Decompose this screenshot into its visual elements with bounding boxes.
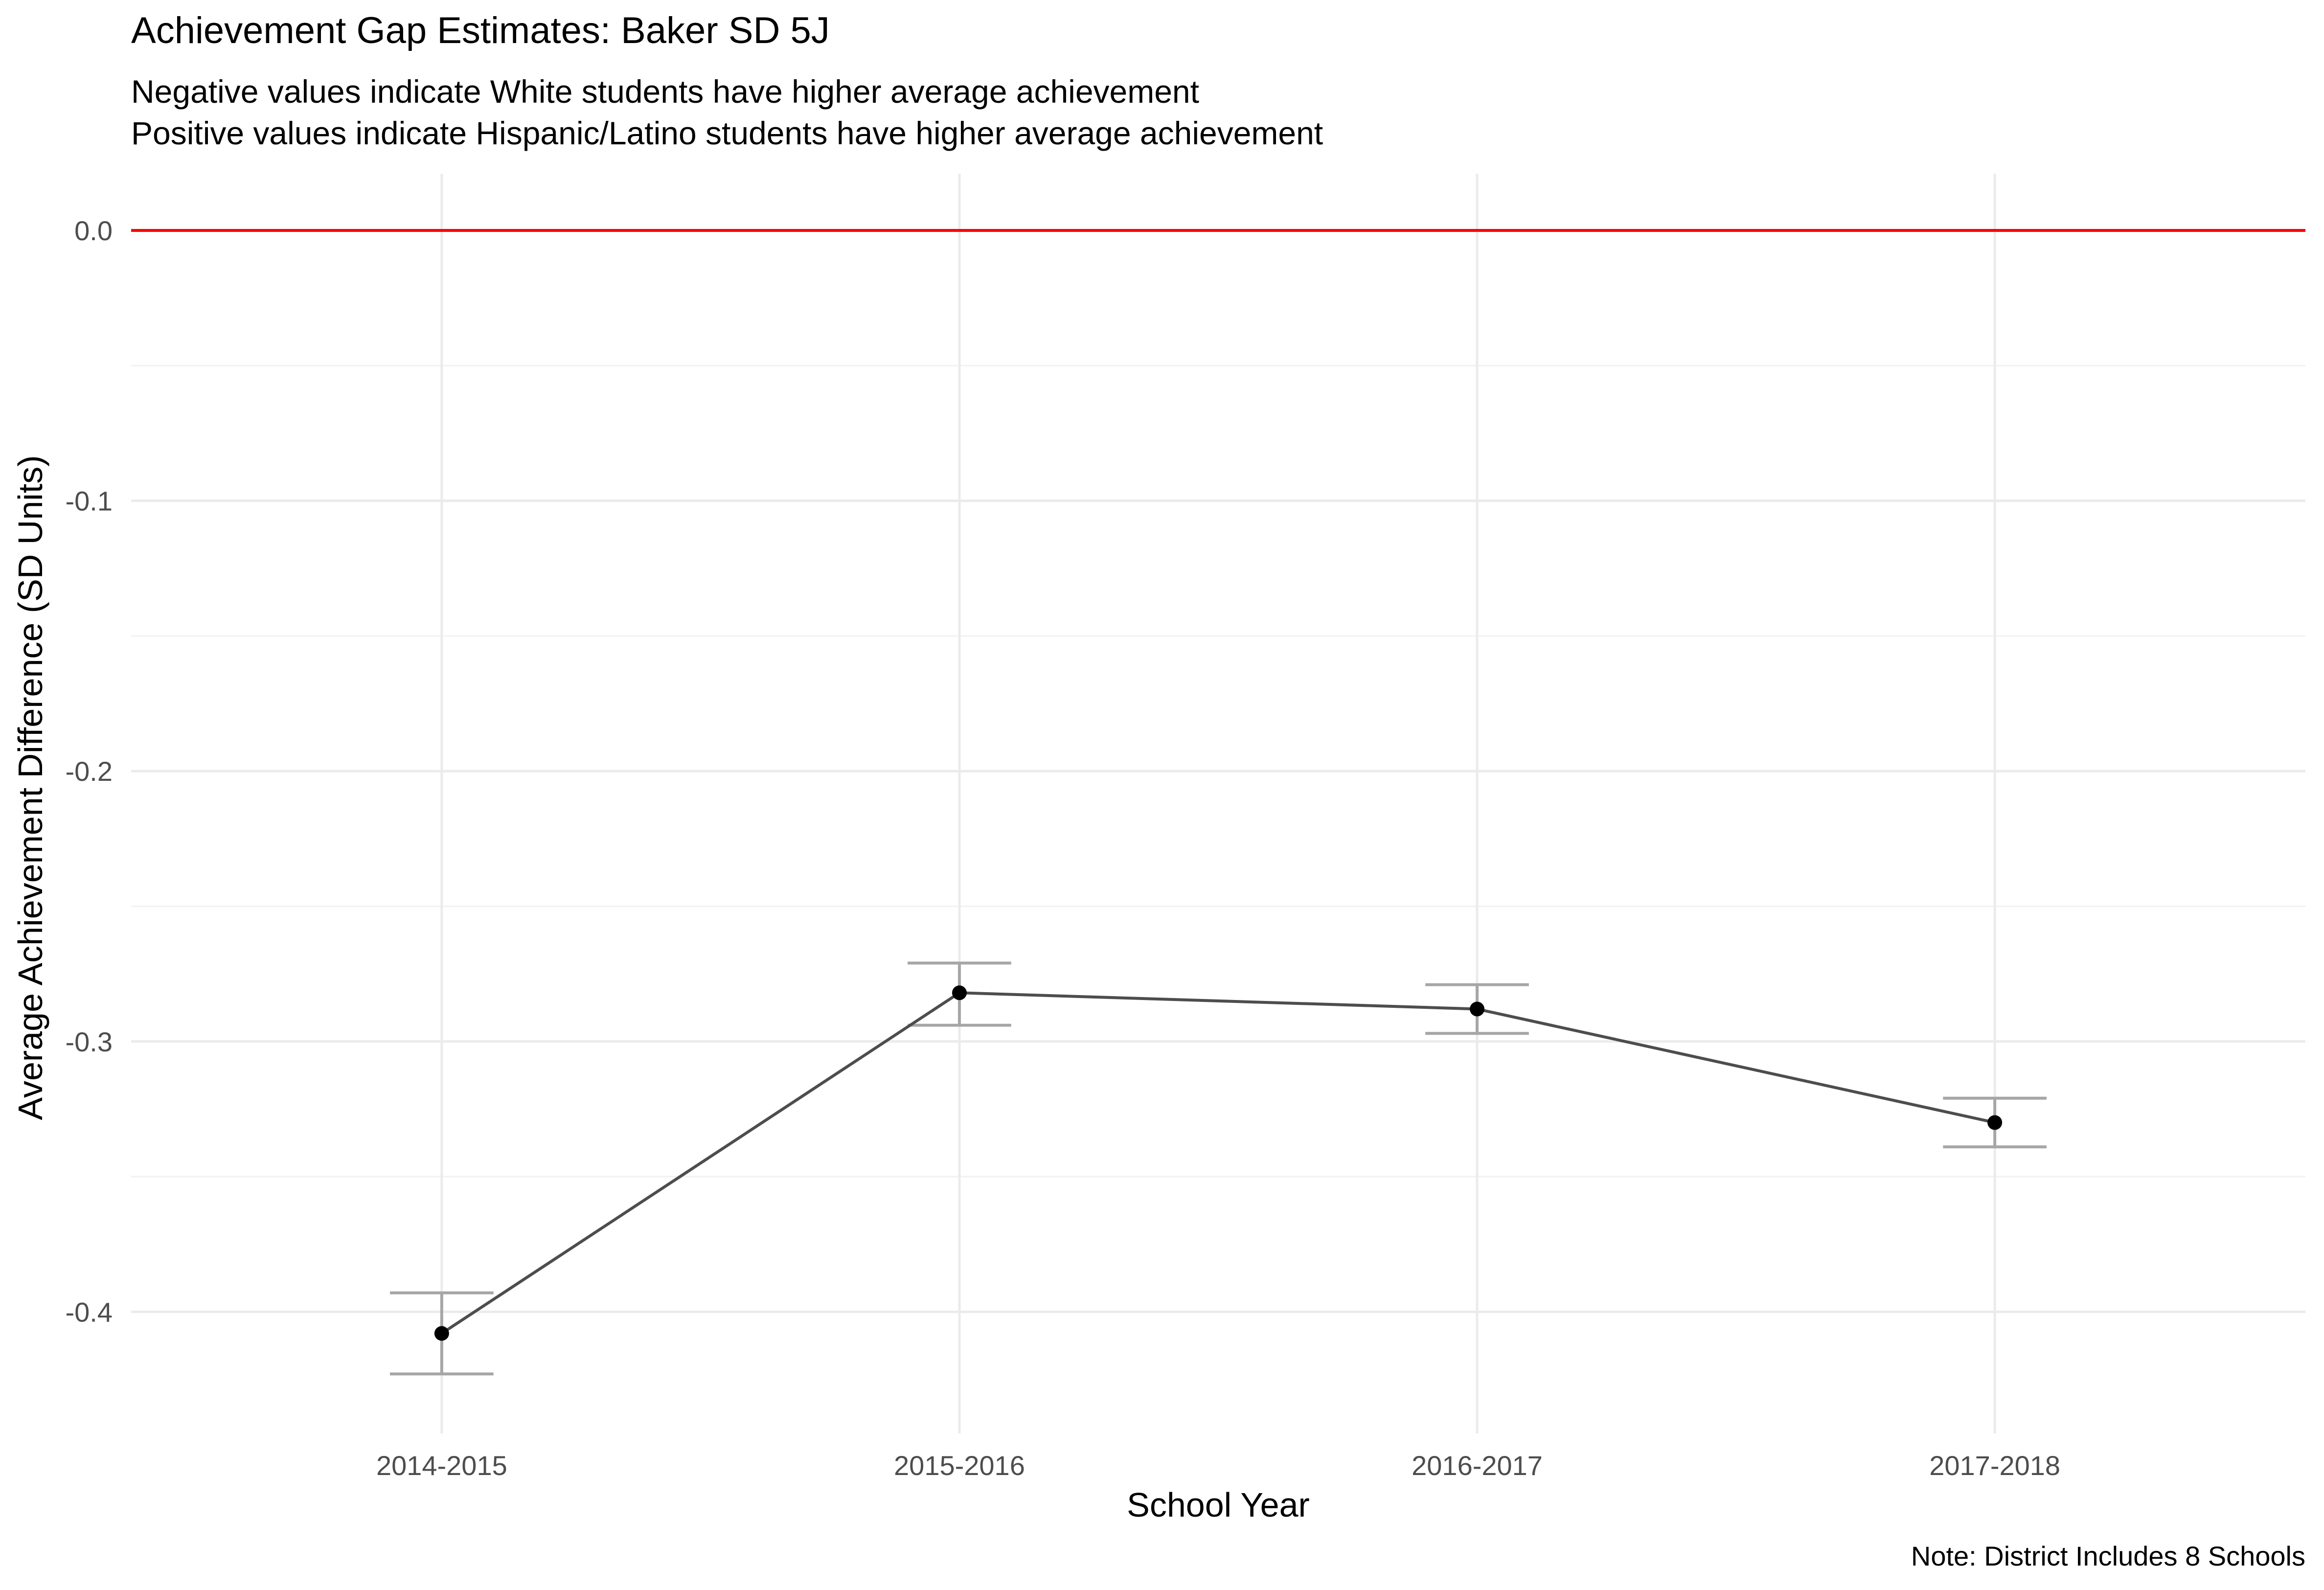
x-tick-label: 2015-2016 bbox=[894, 1450, 1025, 1481]
y-tick-label: -0.1 bbox=[66, 486, 113, 517]
y-tick-labels: 0.0 -0.1 -0.2 -0.3 -0.4 bbox=[66, 215, 113, 1327]
data-point bbox=[952, 985, 967, 1000]
chart-subtitle-line-2: Positive values indicate Hispanic/Latino… bbox=[131, 115, 1323, 151]
y-tick-label: -0.3 bbox=[66, 1026, 113, 1057]
x-tick-label: 2017-2018 bbox=[1929, 1450, 2060, 1481]
grid-major bbox=[131, 229, 2305, 1313]
chart-caption: Note: District Includes 8 Schools bbox=[1911, 1541, 2305, 1571]
grid-minor bbox=[131, 364, 2305, 1178]
x-tick-label: 2016-2017 bbox=[1412, 1450, 1543, 1481]
data-point bbox=[1987, 1115, 2003, 1130]
x-axis-label: School Year bbox=[1127, 1486, 1310, 1524]
y-tick-label: -0.4 bbox=[66, 1296, 113, 1327]
data-point bbox=[1470, 1001, 1485, 1017]
y-tick-label: 0.0 bbox=[74, 215, 113, 246]
chart-title: Achievement Gap Estimates: Baker SD 5J bbox=[131, 10, 830, 51]
x-tick-labels: 2014-2015 2015-2016 2016-2017 2017-2018 bbox=[376, 1450, 2060, 1481]
y-axis-label: Average Achievement Difference (SD Units… bbox=[11, 455, 49, 1120]
y-tick-label: -0.2 bbox=[66, 756, 113, 787]
series-line bbox=[441, 991, 1995, 1335]
grid-vertical bbox=[440, 174, 1996, 1433]
series-layer bbox=[390, 961, 2047, 1376]
chart-subtitle-line-1: Negative values indicate White students … bbox=[131, 73, 1199, 110]
data-point bbox=[434, 1326, 449, 1341]
x-tick-label: 2014-2015 bbox=[376, 1450, 507, 1481]
